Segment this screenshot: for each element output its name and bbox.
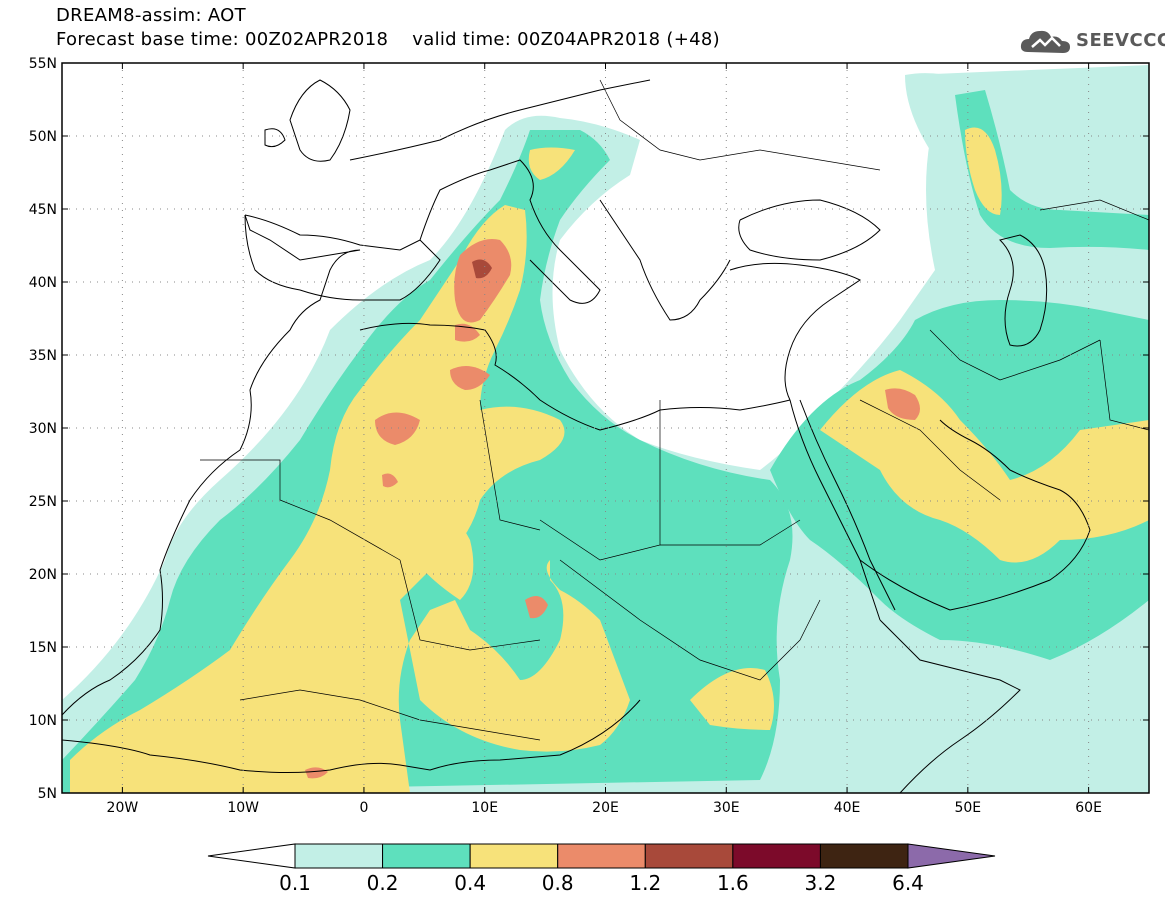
colorbar-box bbox=[819, 843, 909, 869]
lat-label: 10N bbox=[29, 713, 57, 729]
colorbar-box bbox=[644, 843, 734, 869]
cloud-icon bbox=[1020, 30, 1070, 53]
lat-label: 50N bbox=[29, 129, 57, 145]
lat-label: 40N bbox=[29, 275, 57, 291]
lon-label: 30E bbox=[713, 800, 740, 816]
colorbar-label: 3.2 bbox=[805, 871, 837, 895]
seevccc-logo: SEEVCCC bbox=[1018, 24, 1165, 60]
colorbar-box bbox=[294, 843, 384, 869]
colorbar-label: 0.1 bbox=[279, 871, 311, 895]
lat-label: 35N bbox=[29, 348, 57, 364]
lon-label: 10E bbox=[471, 800, 498, 816]
colorbar-box bbox=[469, 843, 559, 869]
map-title: DREAM8-assim: AOT bbox=[56, 5, 246, 26]
colorbar-box bbox=[557, 843, 646, 869]
lon-label: 0 bbox=[359, 800, 368, 816]
map-grid bbox=[62, 63, 1149, 793]
colorbar-labels: 0.1 0.2 0.4 0.8 1.2 1.6 3.2 6.4 bbox=[279, 871, 924, 895]
lat-label: 25N bbox=[29, 494, 57, 510]
map-subtitle: Forecast base time: 00Z02APR2018 valid t… bbox=[56, 29, 720, 50]
lon-label: 20E bbox=[592, 800, 619, 816]
lat-label: 20N bbox=[29, 567, 57, 583]
colorbar-label: 1.6 bbox=[717, 871, 749, 895]
colorbar-label: 1.2 bbox=[629, 871, 661, 895]
logo-text: SEEVCCC bbox=[1076, 30, 1165, 51]
colorbar-box bbox=[382, 843, 471, 869]
lat-label: 5N bbox=[38, 786, 57, 802]
colorbar-label: 0.8 bbox=[542, 871, 574, 895]
latitude-labels: 5N 10N 15N 20N 25N 30N 35N 40N 45N 50N 55N bbox=[29, 56, 57, 802]
coastlines bbox=[62, 79, 1149, 793]
lon-label: 50E bbox=[954, 800, 981, 816]
colorbar bbox=[207, 843, 996, 869]
lat-label: 45N bbox=[29, 202, 57, 218]
colorbar-label: 6.4 bbox=[892, 871, 924, 895]
aot-contour-1.2 bbox=[472, 259, 492, 279]
axis-ticks bbox=[62, 62, 1149, 794]
colorbar-label: 0.4 bbox=[454, 871, 486, 895]
colorbar-min-arrow bbox=[207, 843, 296, 869]
lat-label: 55N bbox=[29, 56, 57, 72]
aot-contour-0.8 bbox=[305, 239, 920, 779]
colorbar-label: 0.2 bbox=[367, 871, 399, 895]
lon-label: 60E bbox=[1075, 800, 1102, 816]
lat-label: 15N bbox=[29, 640, 57, 656]
lon-label: 40E bbox=[834, 800, 861, 816]
lat-label: 30N bbox=[29, 421, 57, 437]
longitude-labels: 20W 10W 0 10E 20E 30E 40E 50E 60E bbox=[107, 800, 1102, 816]
colorbar-box bbox=[732, 843, 821, 869]
lon-label: 10W bbox=[227, 800, 259, 816]
aot-field bbox=[62, 63, 1149, 793]
colorbar-max-arrow bbox=[907, 843, 996, 869]
lon-label: 20W bbox=[107, 800, 139, 816]
